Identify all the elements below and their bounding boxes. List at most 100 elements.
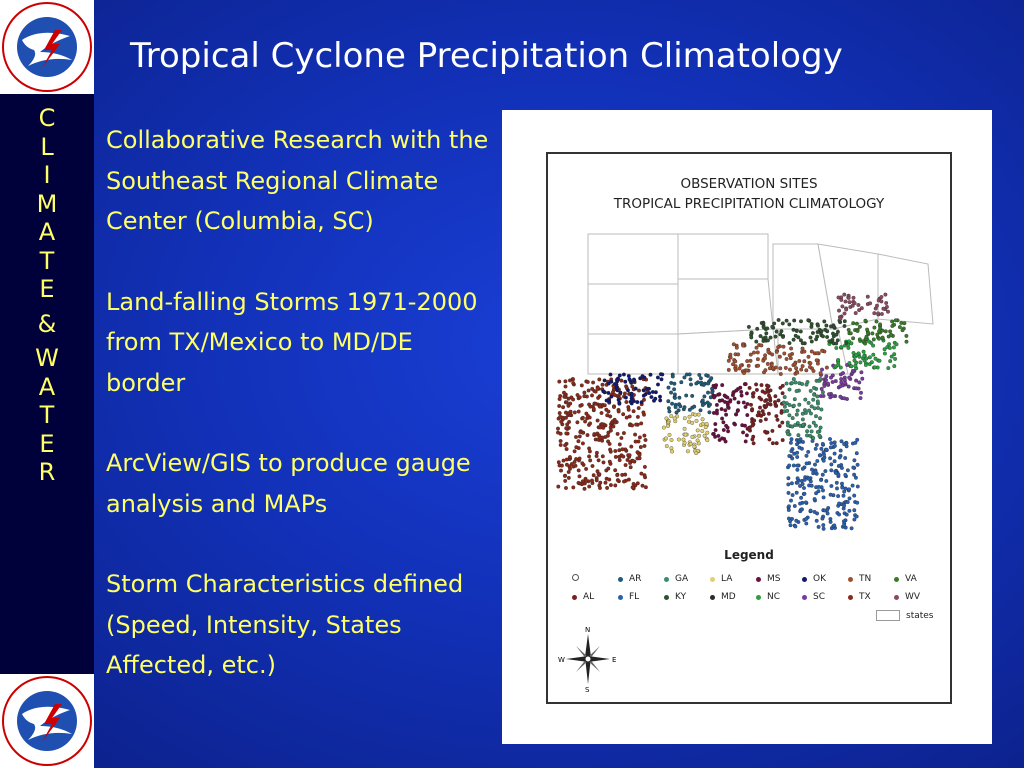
observation-site-dot [844,512,849,517]
observation-site-dot [787,322,792,327]
observation-site-dot [778,366,783,371]
observation-site-dot [734,412,739,417]
observation-site-dot [873,356,878,361]
observation-site-dot [820,472,825,477]
legend-swatch [876,610,900,621]
observation-site-dot [816,489,821,494]
observation-site-dot [821,526,826,531]
observation-site-dot [774,329,779,334]
observation-site-dot [679,380,684,385]
observation-site-dot [853,311,858,316]
compass-rose-icon: N S W E [558,626,616,694]
observation-site-dot [786,432,790,436]
observation-site-dot [576,480,581,485]
observation-site-dot [721,420,726,425]
observation-site-dot [780,420,785,425]
observation-site-dot [813,446,818,451]
observation-site-dot [626,407,631,412]
observation-site-dot [720,436,725,441]
observation-site-dot [676,408,681,413]
observation-site-dot [842,503,847,508]
observation-site-dot [815,351,820,356]
observation-site-dot [887,346,892,350]
observation-site-dot [631,459,636,464]
legend-label: GA [675,574,689,584]
observation-site-dot [631,409,636,414]
observation-site-dot [602,378,607,383]
observation-site-dot [616,479,621,484]
observation-site-dot [758,334,763,339]
observation-site-dot [829,462,834,467]
observation-site-dot [571,485,576,490]
observation-site-dot [743,405,748,409]
observation-site-dot [724,412,729,417]
legend-swatch [710,594,715,600]
observation-site-dot [611,424,616,429]
observation-site-dot [767,366,772,371]
observation-site-dot [588,421,593,426]
observation-site-dot [759,383,764,388]
observation-site-dot [822,319,827,324]
observation-site-dot [786,482,791,487]
observation-site-dot [641,388,646,393]
legend-item [572,574,585,581]
legend-label: NC [767,592,781,602]
us-map-image [556,233,934,531]
observation-site-dot [564,462,569,467]
observation-site-dot [808,361,813,366]
observation-site-dot [838,384,843,389]
observation-site-dot [864,356,869,361]
legend-label: MS [767,574,781,584]
observation-site-dot [761,338,766,343]
observation-site-dot [844,341,849,345]
observation-site-dot [636,406,641,411]
observation-site-dot [775,417,780,422]
observation-site-dot [862,353,867,358]
observation-site-dot [639,421,644,426]
observation-site-dot [770,324,775,329]
observation-site-dot [799,495,804,500]
observation-site-dot [789,498,793,503]
observation-site-dot [793,380,798,385]
observation-site-dot [800,364,805,369]
observation-site-dot [863,363,868,367]
observation-site-dot [858,396,863,401]
observation-site-dot [714,402,719,407]
observation-site-dot [798,338,803,343]
compass-n: N [585,626,590,634]
observation-site-dot [887,342,892,347]
observation-site-dot [782,395,787,400]
legend-label: TX [859,592,871,602]
observation-site-dot [890,324,895,328]
observation-site-dot [682,375,687,380]
observation-site-dot [876,311,881,316]
observation-site-dot [698,376,703,381]
observation-site-dot [784,401,789,406]
observation-site-dot [615,473,620,478]
observation-site-dot [600,454,605,459]
observation-site-dot [566,475,571,480]
observation-site-dot [612,405,616,409]
observation-site-dot [819,446,824,451]
observation-site-dot [713,422,718,427]
legend-swatch [802,576,807,582]
observation-site-dot [577,474,582,479]
observation-site-dot [568,466,572,471]
observation-site-dot [780,391,785,396]
observation-site-dot [807,408,812,413]
observation-site-dot [655,375,660,380]
legend-label: WV [905,592,921,602]
observation-site-dot [812,509,817,514]
legend-item: MD [710,592,736,602]
observation-site-dot [746,363,751,368]
observation-site-dot [861,349,866,354]
observation-site-dot [713,434,718,439]
observation-site-dot [764,404,769,409]
legend-item: OK [802,574,826,584]
observation-site-dot [842,396,847,401]
observation-site-dot [808,508,813,513]
observation-site-dot [612,393,617,398]
observation-site-dot [795,463,800,468]
observation-site-dot [819,329,824,334]
observation-site-dot [795,455,800,459]
